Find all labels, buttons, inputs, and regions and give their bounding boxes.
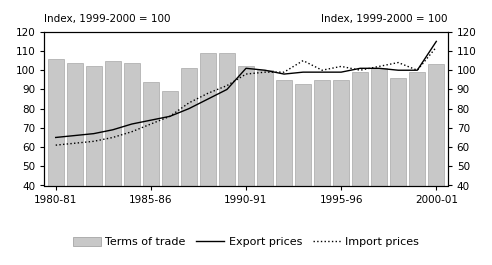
- Bar: [123, 63, 140, 262]
- Bar: [238, 66, 254, 262]
- Bar: [200, 53, 216, 262]
- Text: Index, 1999-2000 = 100: Index, 1999-2000 = 100: [321, 14, 448, 24]
- Bar: [181, 68, 197, 262]
- Bar: [48, 59, 64, 262]
- Bar: [390, 78, 406, 262]
- Bar: [314, 80, 330, 262]
- Bar: [276, 80, 292, 262]
- Bar: [352, 72, 369, 262]
- Bar: [428, 64, 444, 262]
- Bar: [257, 70, 273, 262]
- Bar: [333, 80, 349, 262]
- Bar: [66, 63, 83, 262]
- Bar: [409, 72, 426, 262]
- Bar: [105, 61, 121, 262]
- Text: Index, 1999-2000 = 100: Index, 1999-2000 = 100: [44, 14, 171, 24]
- Bar: [86, 66, 102, 262]
- Bar: [219, 53, 235, 262]
- Bar: [143, 82, 159, 262]
- Bar: [371, 68, 387, 262]
- Legend: Terms of trade, Export prices, Import prices: Terms of trade, Export prices, Import pr…: [73, 237, 419, 247]
- Bar: [295, 84, 311, 262]
- Bar: [162, 91, 178, 262]
